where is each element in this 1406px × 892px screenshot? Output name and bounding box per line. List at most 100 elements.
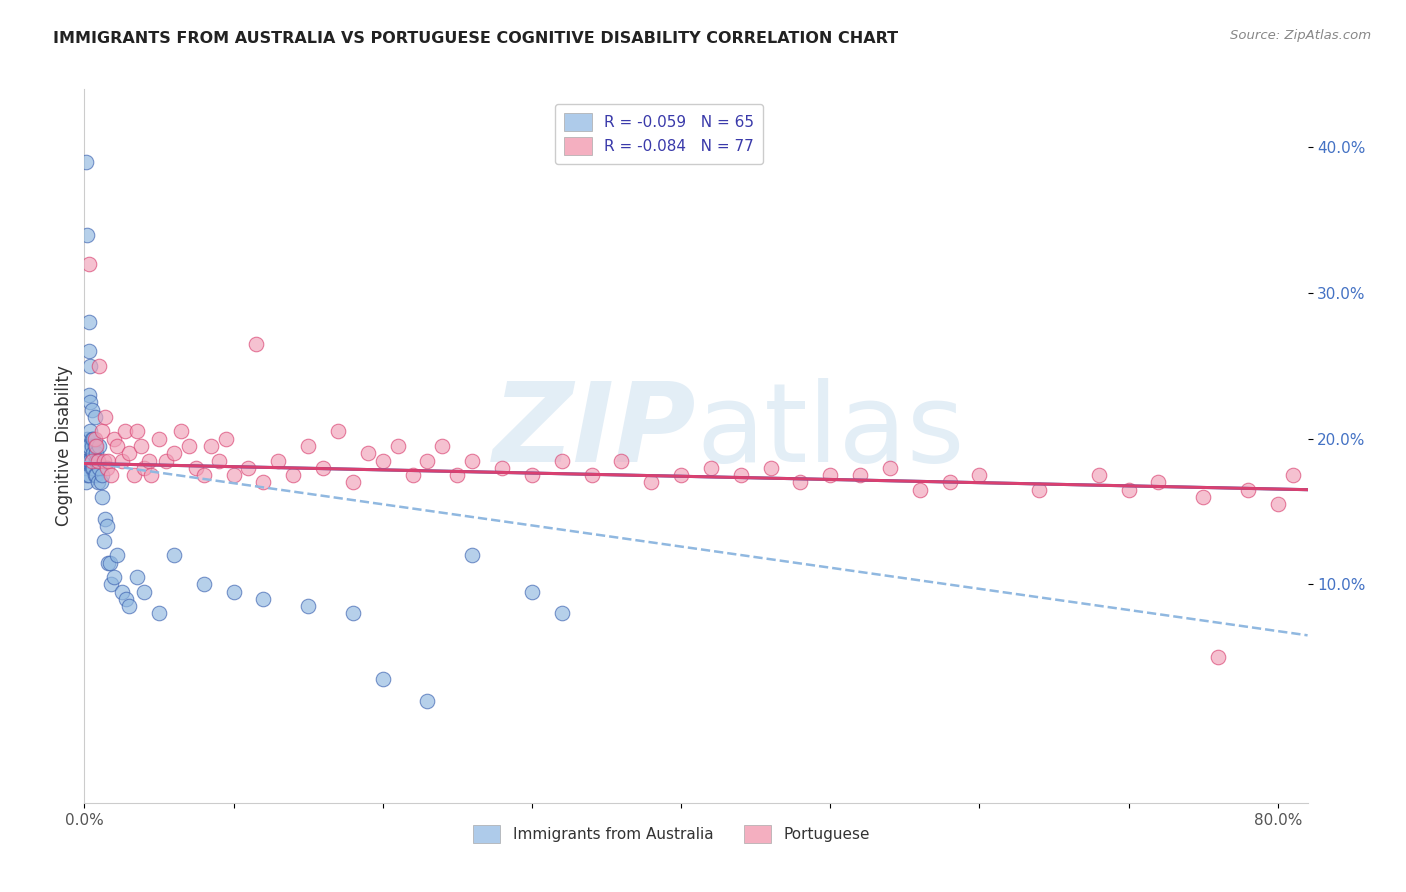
Point — [132, 584, 155, 599]
Point — [77, 468, 100, 483]
Point — [252, 591, 274, 606]
Point — [80, 453, 103, 467]
Point — [105, 548, 128, 562]
Point — [100, 577, 122, 591]
Point — [283, 468, 305, 483]
Point — [357, 446, 380, 460]
Point — [94, 512, 117, 526]
Point — [89, 359, 111, 373]
Point — [1087, 468, 1109, 483]
Point — [520, 584, 543, 599]
Point — [77, 439, 100, 453]
Point — [759, 460, 782, 475]
Point — [163, 446, 186, 460]
Text: IMMIGRANTS FROM AUSTRALIA VS PORTUGUESE COGNITIVE DISABILITY CORRELATION CHART: IMMIGRANTS FROM AUSTRALIA VS PORTUGUESE … — [53, 31, 898, 46]
Point — [91, 425, 114, 439]
Point — [83, 409, 105, 424]
Point — [491, 460, 513, 475]
Point — [80, 439, 103, 453]
Text: ZIP: ZIP — [492, 378, 696, 485]
Point — [700, 460, 723, 475]
Point — [87, 453, 110, 467]
Point — [91, 468, 114, 483]
Point — [141, 468, 163, 483]
Point — [100, 468, 122, 483]
Point — [371, 672, 394, 686]
Point — [94, 409, 117, 424]
Point — [76, 439, 98, 453]
Y-axis label: Cognitive Disability: Cognitive Disability — [55, 366, 73, 526]
Point — [581, 468, 603, 483]
Point — [520, 468, 543, 483]
Point — [93, 533, 115, 548]
Point — [76, 432, 98, 446]
Point — [461, 548, 484, 562]
Point — [82, 446, 104, 460]
Point — [170, 425, 193, 439]
Point — [79, 395, 101, 409]
Point — [610, 453, 633, 467]
Point — [103, 570, 125, 584]
Point — [80, 432, 103, 446]
Point — [75, 460, 97, 475]
Point — [155, 453, 177, 467]
Point — [75, 155, 97, 169]
Point — [118, 446, 141, 460]
Point — [207, 453, 229, 467]
Point — [267, 453, 290, 467]
Point — [111, 453, 134, 467]
Point — [122, 468, 145, 483]
Point — [238, 460, 260, 475]
Point — [84, 446, 107, 460]
Point — [80, 460, 103, 475]
Point — [129, 439, 152, 453]
Point — [446, 468, 468, 483]
Point — [125, 570, 148, 584]
Point — [83, 439, 105, 453]
Point — [89, 460, 111, 475]
Point — [200, 439, 222, 453]
Point — [215, 432, 238, 446]
Point — [879, 460, 901, 475]
Point — [98, 556, 121, 570]
Point — [87, 475, 110, 490]
Point — [1281, 468, 1303, 483]
Point — [115, 591, 138, 606]
Point — [111, 584, 134, 599]
Point — [551, 453, 574, 467]
Point — [461, 453, 484, 467]
Point — [177, 439, 200, 453]
Point — [818, 468, 841, 483]
Point — [908, 483, 931, 497]
Point — [76, 468, 98, 483]
Point — [97, 556, 120, 570]
Point — [1206, 650, 1229, 665]
Point — [96, 460, 118, 475]
Point — [551, 607, 574, 621]
Point — [89, 439, 111, 453]
Point — [83, 468, 105, 483]
Point — [84, 453, 107, 467]
Point — [75, 475, 97, 490]
Point — [79, 453, 101, 467]
Point — [1267, 497, 1289, 511]
Point — [222, 468, 245, 483]
Point — [297, 599, 319, 614]
Point — [730, 468, 752, 483]
Point — [77, 257, 100, 271]
Point — [138, 453, 160, 467]
Point — [84, 468, 107, 483]
Point — [75, 453, 97, 467]
Legend: Immigrants from Australia, Portuguese: Immigrants from Australia, Portuguese — [467, 819, 876, 848]
Point — [342, 607, 364, 621]
Point — [416, 694, 439, 708]
Point — [1118, 483, 1140, 497]
Point — [76, 453, 98, 467]
Point — [849, 468, 872, 483]
Point — [82, 460, 104, 475]
Point — [252, 475, 274, 490]
Point — [77, 344, 100, 359]
Point — [1237, 483, 1260, 497]
Point — [312, 460, 335, 475]
Point — [90, 475, 112, 490]
